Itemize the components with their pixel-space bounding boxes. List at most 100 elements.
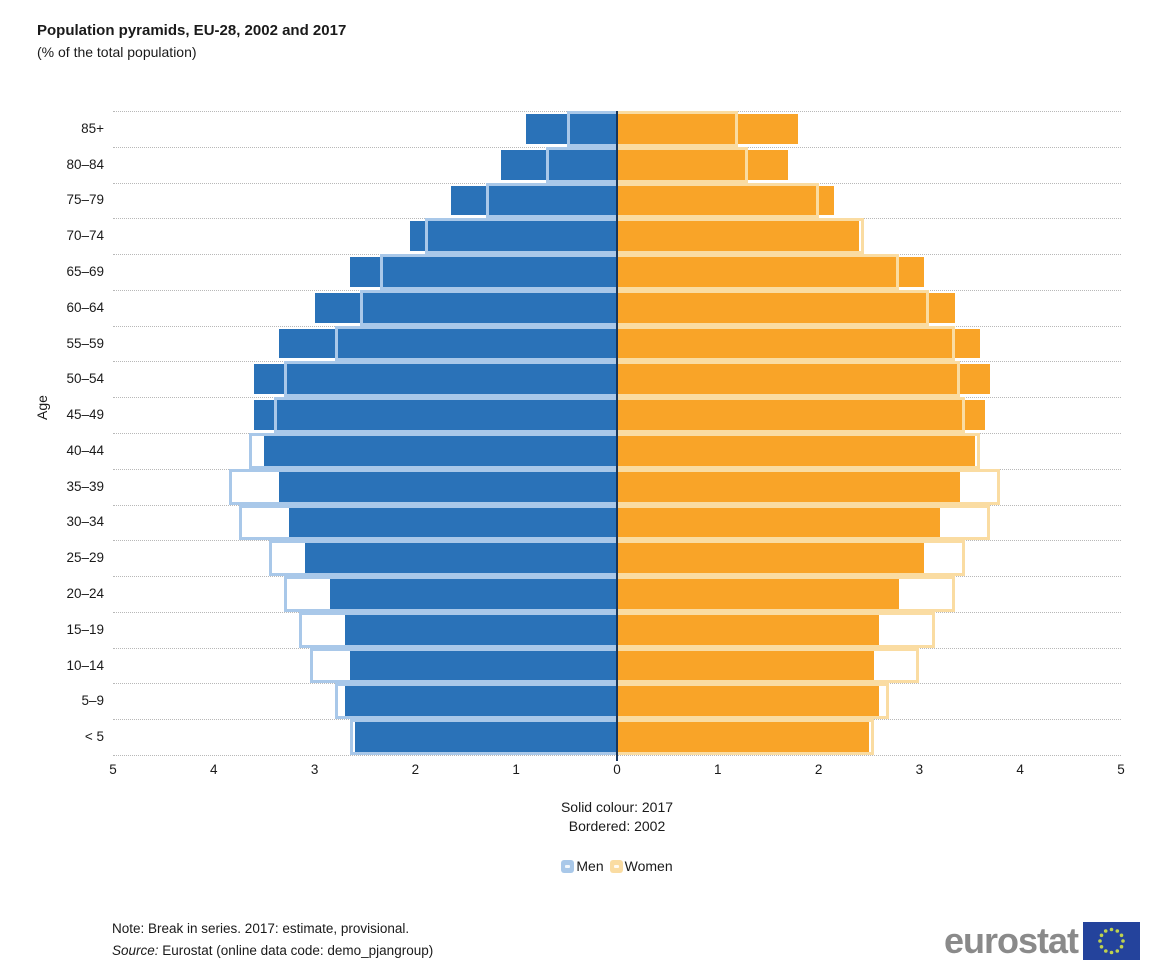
x-tick-label: 1 <box>512 762 520 777</box>
women-2002-outline <box>617 683 890 720</box>
eurostat-logo: eurostat <box>944 922 1140 960</box>
pyramid-row <box>113 540 1121 577</box>
men-2002-outline <box>284 361 617 398</box>
age-label: 60–64 <box>66 299 104 315</box>
women-2002-outline <box>617 504 990 541</box>
women-2017-bar <box>617 292 955 323</box>
women-2002-outline <box>617 468 1001 505</box>
age-label: 65–69 <box>66 264 104 279</box>
x-tick-label: 1 <box>714 762 722 777</box>
pyramid-row <box>113 504 1121 541</box>
women-2017-bar <box>617 614 880 645</box>
men-2002-outline <box>334 325 617 362</box>
men-2002-outline <box>228 468 617 505</box>
center-divider <box>616 111 618 761</box>
men-2002-outline <box>349 719 617 755</box>
women-2002-outline <box>617 397 965 433</box>
men-2017-bar <box>289 507 617 538</box>
men-2002-outline <box>566 111 617 147</box>
men-2002-outline <box>249 433 617 469</box>
men-2002-outline <box>425 218 617 255</box>
women-2002-outline <box>617 719 875 755</box>
women-2017-bar <box>617 364 990 395</box>
chart-subtitle: (% of the total population) <box>37 44 197 60</box>
legend-men-label: Men <box>576 858 604 874</box>
pyramid-row <box>113 361 1121 398</box>
women-2002-outline <box>617 111 738 147</box>
men-2017-bar <box>344 686 617 717</box>
women-2017-bar <box>617 185 834 216</box>
x-axis-tick-labels: 5 4 3 2 1 0 1 2 3 4 5 <box>109 762 1125 780</box>
men-2002-outline <box>299 611 617 648</box>
women-2017-bar <box>617 471 960 502</box>
legend: Men Women <box>113 858 1121 874</box>
men-2017-bar <box>354 722 617 752</box>
age-label: 75–79 <box>66 192 104 208</box>
women-2017-bar <box>617 400 985 430</box>
women-2017-bar <box>617 328 980 359</box>
pyramid-row <box>113 218 1121 255</box>
women-2017-bar <box>617 543 925 574</box>
pyramid-row <box>113 254 1121 290</box>
legend-women-label: Women <box>624 858 673 874</box>
women-2002-outline <box>617 218 864 255</box>
age-label: 40–44 <box>66 442 104 458</box>
men-2002-outline <box>239 504 617 541</box>
age-label: 30–34 <box>66 514 104 530</box>
women-2002-outline <box>617 540 965 577</box>
women-2002-outline <box>617 611 935 648</box>
x-tick-label: 0 <box>613 762 621 777</box>
caption-bordered: Bordered: 2002 <box>568 818 666 834</box>
men-2017-bar <box>314 292 617 323</box>
pyramid-row <box>113 719 1121 755</box>
x-tick-label: 2 <box>411 762 420 777</box>
women-2002-outline <box>617 433 980 469</box>
source-text: Source: Eurostat (online data code: demo… <box>112 943 433 958</box>
age-label: 35–39 <box>66 478 104 494</box>
men-2017-bar <box>349 257 617 287</box>
men-2017-bar <box>450 185 617 216</box>
pyramid-row <box>113 647 1121 684</box>
men-2017-bar <box>344 614 617 645</box>
source-value: Eurostat (online data code: demo_pjangro… <box>158 943 434 958</box>
x-tick-label: 4 <box>210 762 218 777</box>
men-color-swatch-icon <box>561 859 575 873</box>
pyramid-row <box>113 111 1121 147</box>
caption-solid: Solid colour: 2017 <box>560 799 674 815</box>
legend-item-women: Women <box>609 858 673 874</box>
pyramid-row <box>113 146 1121 183</box>
pyramid-row <box>113 397 1121 433</box>
women-2017-bar <box>617 436 975 466</box>
x-tick-label: 4 <box>1016 762 1024 777</box>
age-label: 45–49 <box>66 407 104 423</box>
pyramid-row <box>113 325 1121 362</box>
men-2002-outline <box>546 146 617 183</box>
women-2002-outline <box>617 576 955 612</box>
men-2017-bar <box>254 364 617 395</box>
men-2017-bar <box>254 400 617 430</box>
men-2002-outline <box>380 254 617 290</box>
men-2017-bar <box>329 579 617 609</box>
women-2017-bar <box>617 722 869 752</box>
age-label: 5–9 <box>81 693 104 709</box>
men-2002-outline <box>359 289 617 326</box>
age-label: 70–74 <box>66 228 104 244</box>
men-2017-bar <box>279 471 617 502</box>
pyramid-row <box>113 182 1121 219</box>
women-2017-bar <box>617 257 925 287</box>
women-2002-outline <box>617 289 930 326</box>
women-2002-outline <box>617 647 920 684</box>
men-2017-bar <box>410 221 617 252</box>
eurostat-logo-text: eurostat <box>943 920 1079 961</box>
legend-item-men: Men <box>561 858 604 874</box>
x-tick-label: 2 <box>814 762 823 777</box>
men-2017-bar <box>304 543 617 574</box>
age-label: 55–59 <box>66 335 104 351</box>
men-2002-outline <box>274 397 617 433</box>
age-label: 25–29 <box>66 550 104 566</box>
women-2017-bar <box>617 149 789 180</box>
women-2002-outline <box>617 254 900 290</box>
women-2017-bar <box>617 650 875 681</box>
women-color-swatch-icon <box>609 859 623 873</box>
women-2002-outline <box>617 182 819 219</box>
